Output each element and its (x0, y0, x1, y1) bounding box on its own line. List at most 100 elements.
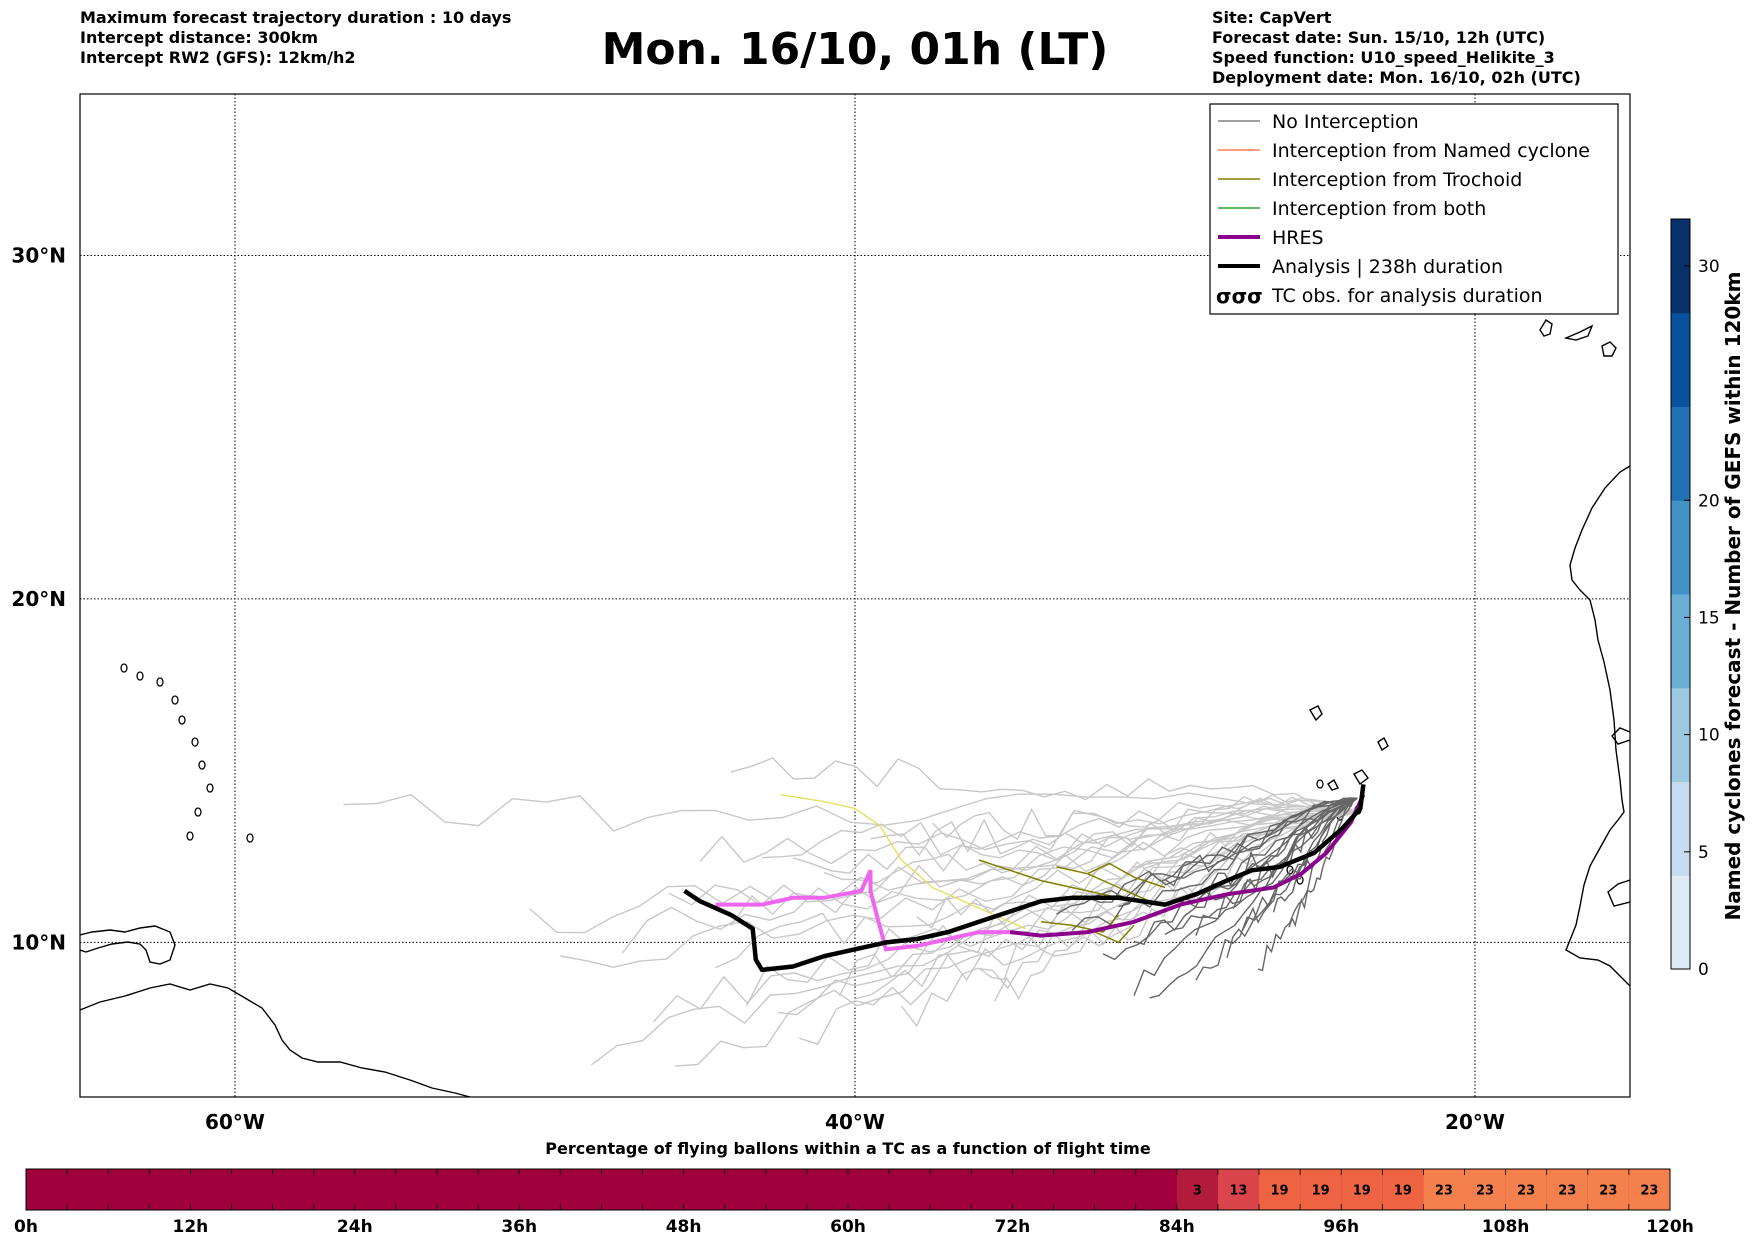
timeline-value-label: 19 (1394, 1184, 1412, 1199)
timeline-segment (1423, 1169, 1465, 1210)
colorbar-tick-label: 20 (1698, 491, 1720, 511)
timeline-value-label: 23 (1435, 1184, 1453, 1199)
timeline-tick-label: 72h (995, 1217, 1031, 1237)
timeline-tick-label: 108h (1482, 1217, 1530, 1237)
colorbar-segment (1671, 640, 1690, 689)
map-border (79, 93, 1631, 1098)
coastlines (80, 319, 1630, 1097)
trajectory-light (730, 804, 1358, 927)
trajectory-trochoid (978, 859, 1135, 902)
trajectory-light (823, 805, 1358, 884)
coastline (80, 983, 471, 1097)
legend-label: Interception from Named cyclone (1272, 140, 1590, 162)
trajectory-no-interception (1164, 797, 1358, 887)
colorbar-segment (1671, 594, 1690, 642)
trajectory-lines (343, 757, 1366, 1067)
timeline-tick-label: 60h (830, 1217, 866, 1237)
timeline-value-label: 19 (1353, 1184, 1371, 1199)
timeline-segment (1464, 1169, 1506, 1210)
colorbar-segment (1671, 500, 1690, 548)
trajectory-light (792, 805, 1358, 874)
island (178, 715, 186, 725)
header-line: Site: CapVert (1212, 8, 1332, 27)
timeline-segment (1341, 1169, 1383, 1210)
colorbar-segment (1671, 219, 1690, 267)
timeline-value-label: 13 (1229, 1184, 1247, 1199)
timeline-tick-label: 36h (501, 1217, 537, 1237)
timeline-value-label: 19 (1312, 1184, 1330, 1199)
header-line: Intercept RW2 (GFS): 12km/h2 (80, 48, 356, 67)
header-line: Forecast date: Sun. 15/10, 12h (UTC) (1212, 28, 1546, 47)
trajectory-no-interception (1195, 797, 1358, 936)
hres-track-light (715, 869, 1010, 952)
legend-label: HRES (1272, 227, 1324, 249)
island (194, 807, 202, 817)
coastline (1607, 879, 1630, 907)
header-line: Maximum forecast trajectory duration : 1… (80, 8, 512, 27)
island (120, 663, 128, 673)
trajectory-light (343, 792, 1358, 832)
colorbar-segment (1671, 922, 1690, 970)
timeline-value-label: 23 (1558, 1184, 1576, 1199)
colorbar-frame (1670, 218, 1691, 970)
coastline (1377, 736, 1389, 752)
timeline-segment (1217, 1169, 1259, 1210)
trajectory-light (932, 794, 1358, 841)
axis-tick-labels: 60°W 40°W 20°W 30°N 20°N 10°N (11, 243, 1505, 1134)
timeline-bar: Percentage of flying ballons within a TC… (14, 1139, 1694, 1237)
timeline-segment (1259, 1169, 1301, 1210)
trajectory-no-interception (1087, 797, 1358, 903)
coastline (80, 925, 176, 965)
colorbar-tick-label: 10 (1698, 726, 1720, 746)
island (156, 677, 164, 687)
timeline-segment (1628, 1169, 1670, 1210)
legend: No Interception Interception from Named c… (1209, 103, 1619, 315)
tc-symbol-icon: σσσ (1216, 284, 1263, 308)
coastline (1601, 341, 1617, 357)
trajectory-light (675, 811, 1358, 1067)
trajectory-yellow (780, 794, 1026, 930)
timeline-segment (1546, 1169, 1588, 1210)
x-tick-label: 60°W (205, 1110, 265, 1134)
coastline (1353, 769, 1369, 786)
colorbar-tick-label: 15 (1698, 608, 1720, 628)
timeline-title: Percentage of flying ballons within a TC… (545, 1139, 1151, 1158)
timeline-tick-label: 120h (1646, 1217, 1694, 1237)
legend-label: Interception from both (1272, 198, 1486, 220)
timeline-value-label: 23 (1599, 1184, 1617, 1199)
timeline-tick-label: 84h (1159, 1217, 1195, 1237)
colorbar-segment (1671, 359, 1690, 407)
colorbar-tick-label: 5 (1698, 843, 1709, 863)
y-tick-label: 20°N (11, 587, 66, 611)
trajectory-no-interception (1288, 797, 1358, 928)
trajectory-light (730, 757, 1358, 813)
timeline-segment (1382, 1169, 1424, 1210)
legend-box (1209, 103, 1619, 315)
legend-label: No Interception (1272, 111, 1419, 133)
timeline-tick-label: 24h (337, 1217, 373, 1237)
timeline-value-label: 23 (1517, 1184, 1535, 1199)
x-tick-label: 20°W (1445, 1110, 1505, 1134)
map-frame (79, 93, 1631, 1098)
colorbar-segment (1671, 406, 1690, 454)
header-line: Intercept distance: 300km (80, 28, 319, 47)
coastline (1611, 727, 1630, 745)
coastline (1563, 324, 1594, 341)
legend-label: Analysis | 238h duration (1272, 256, 1503, 278)
timeline-segment (1505, 1169, 1547, 1210)
colorbar-tick-label: 30 (1698, 257, 1720, 277)
coastline (1565, 465, 1630, 987)
island (1316, 779, 1324, 789)
trajectory-no-interception (1232, 797, 1358, 909)
island (198, 760, 206, 770)
chart-title: Mon. 16/10, 01h (LT) (601, 24, 1109, 75)
analysis-track (683, 784, 1366, 973)
trajectory-no-interception (1102, 797, 1358, 961)
colorbar-label: Named cyclones forecast - Number of GEFS… (1721, 272, 1745, 921)
colorbar-segment (1671, 453, 1690, 501)
island (246, 833, 254, 843)
timeline-value-label: 3 (1193, 1184, 1202, 1199)
header-line: Speed function: U10_speed_Helikite_3 (1212, 48, 1555, 67)
colorbar-segment (1671, 781, 1690, 829)
